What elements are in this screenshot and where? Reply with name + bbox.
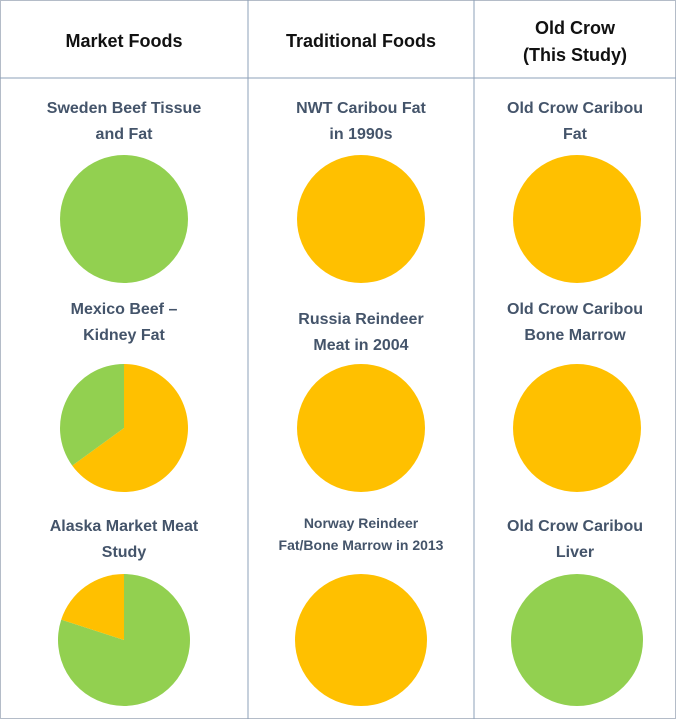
pie-slice	[72, 364, 188, 493]
pie-title: NWT Caribou Fat in 1990s	[296, 100, 426, 143]
pie-slice	[297, 155, 425, 283]
pie-title: Sweden Beef Tissue and Fat	[46, 100, 202, 143]
pie-slice	[295, 574, 427, 706]
column-header: Market Foods	[65, 31, 183, 51]
pie-title: Mexico Beef – Kidney Fat	[70, 301, 178, 344]
pie-title: Norway Reindeer Fat/Bone Marrow in 2013	[278, 515, 444, 553]
pie-slice	[513, 155, 641, 283]
pie-slice	[57, 574, 190, 706]
pie-slice	[61, 574, 124, 640]
pie-slice	[60, 155, 188, 283]
column-header: Traditional Foods	[285, 31, 436, 51]
column-header: Old Crow (This Study)	[523, 18, 627, 65]
pie-title: Russia Reindeer Meat in 2004	[298, 311, 424, 354]
pie-slice	[511, 574, 643, 706]
pie-slice	[297, 364, 425, 492]
pie-slice	[513, 364, 641, 492]
pie-title: Alaska Market Meat Study	[49, 518, 199, 561]
pie-title: Old Crow Caribou Fat	[507, 100, 643, 143]
pie-title: Old Crow Caribou Liver	[507, 518, 643, 561]
pie-slice	[60, 364, 124, 466]
pie-title: Old Crow Caribou Bone Marrow	[507, 301, 643, 344]
